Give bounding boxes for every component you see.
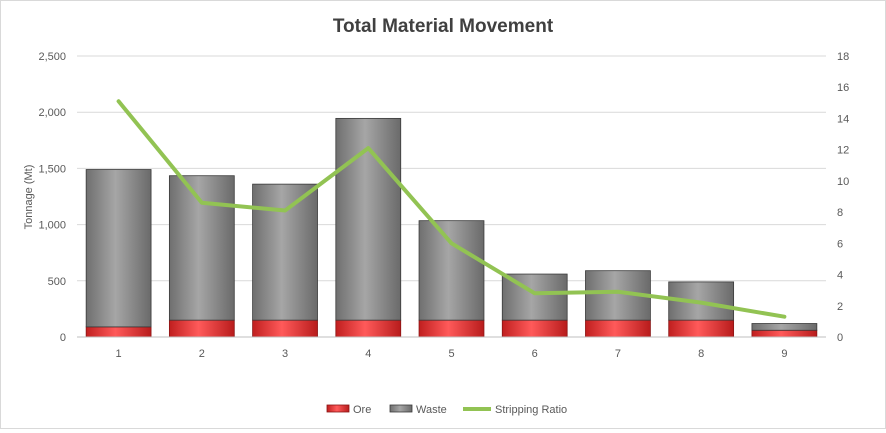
x-tick-label: 3 — [282, 348, 288, 360]
legend-label: Ore — [353, 404, 371, 416]
x-axis-ticks: 1 2 3 4 5 6 7 8 9 — [116, 348, 788, 360]
y-tick-label: 0 — [60, 332, 66, 344]
bar-ore-5 — [419, 320, 484, 337]
bar-ore-9 — [752, 330, 817, 337]
y2-tick-label: 4 — [837, 270, 843, 282]
bar-ore-4 — [336, 320, 401, 337]
y2-axis-ticks: 0 2 4 6 8 10 12 14 16 18 — [837, 51, 849, 344]
bar-ore-2 — [169, 320, 234, 337]
y2-tick-label: 6 — [837, 238, 843, 250]
y2-tick-label: 12 — [837, 145, 849, 157]
y-tick-label: 1,500 — [38, 163, 66, 175]
y2-tick-label: 18 — [837, 51, 849, 63]
x-tick-label: 8 — [698, 348, 704, 360]
x-tick-label: 9 — [781, 348, 787, 360]
y-tick-label: 500 — [48, 276, 66, 288]
y2-tick-label: 2 — [837, 301, 843, 313]
legend-label: Waste — [416, 404, 447, 416]
x-tick-label: 5 — [448, 348, 454, 360]
legend: Ore Waste Stripping Ratio — [327, 404, 567, 416]
legend-label: Stripping Ratio — [495, 404, 567, 416]
bar-ore-3 — [253, 320, 318, 337]
y2-tick-label: 14 — [837, 113, 849, 125]
legend-item-waste: Waste — [390, 404, 447, 416]
y2-tick-label: 10 — [837, 176, 849, 188]
y-tick-label: 2,000 — [38, 107, 66, 119]
bar-waste-5 — [419, 221, 484, 320]
x-tick-label: 2 — [199, 348, 205, 360]
x-tick-label: 4 — [365, 348, 371, 360]
x-tick-label: 1 — [116, 348, 122, 360]
y2-tick-label: 0 — [837, 332, 843, 344]
bar-waste-2 — [169, 176, 234, 320]
y2-tick-label: 16 — [837, 82, 849, 94]
y-tick-label: 1,000 — [38, 220, 66, 232]
y-axis-label: Tonnage (Mt) — [23, 165, 35, 230]
legend-swatch — [390, 405, 412, 412]
bar-waste-3 — [253, 184, 318, 320]
y2-tick-label: 8 — [837, 207, 843, 219]
bar-ore-8 — [669, 320, 734, 337]
legend-item-stripping-ratio: Stripping Ratio — [463, 404, 567, 416]
y-tick-label: 2,500 — [38, 51, 66, 63]
chart-title: Total Material Movement — [333, 16, 554, 37]
bar-ore-7 — [585, 320, 650, 337]
bar-waste-1 — [86, 170, 151, 327]
bar-waste-9 — [752, 324, 817, 331]
x-tick-label: 6 — [532, 348, 538, 360]
legend-item-ore: Ore — [327, 404, 371, 416]
x-tick-label: 7 — [615, 348, 621, 360]
y-axis-ticks: 0 500 1,000 1,500 2,000 2,500 — [38, 51, 66, 344]
legend-swatch — [327, 405, 349, 412]
bar-ore-6 — [502, 320, 567, 337]
bar-ore-1 — [86, 327, 151, 337]
